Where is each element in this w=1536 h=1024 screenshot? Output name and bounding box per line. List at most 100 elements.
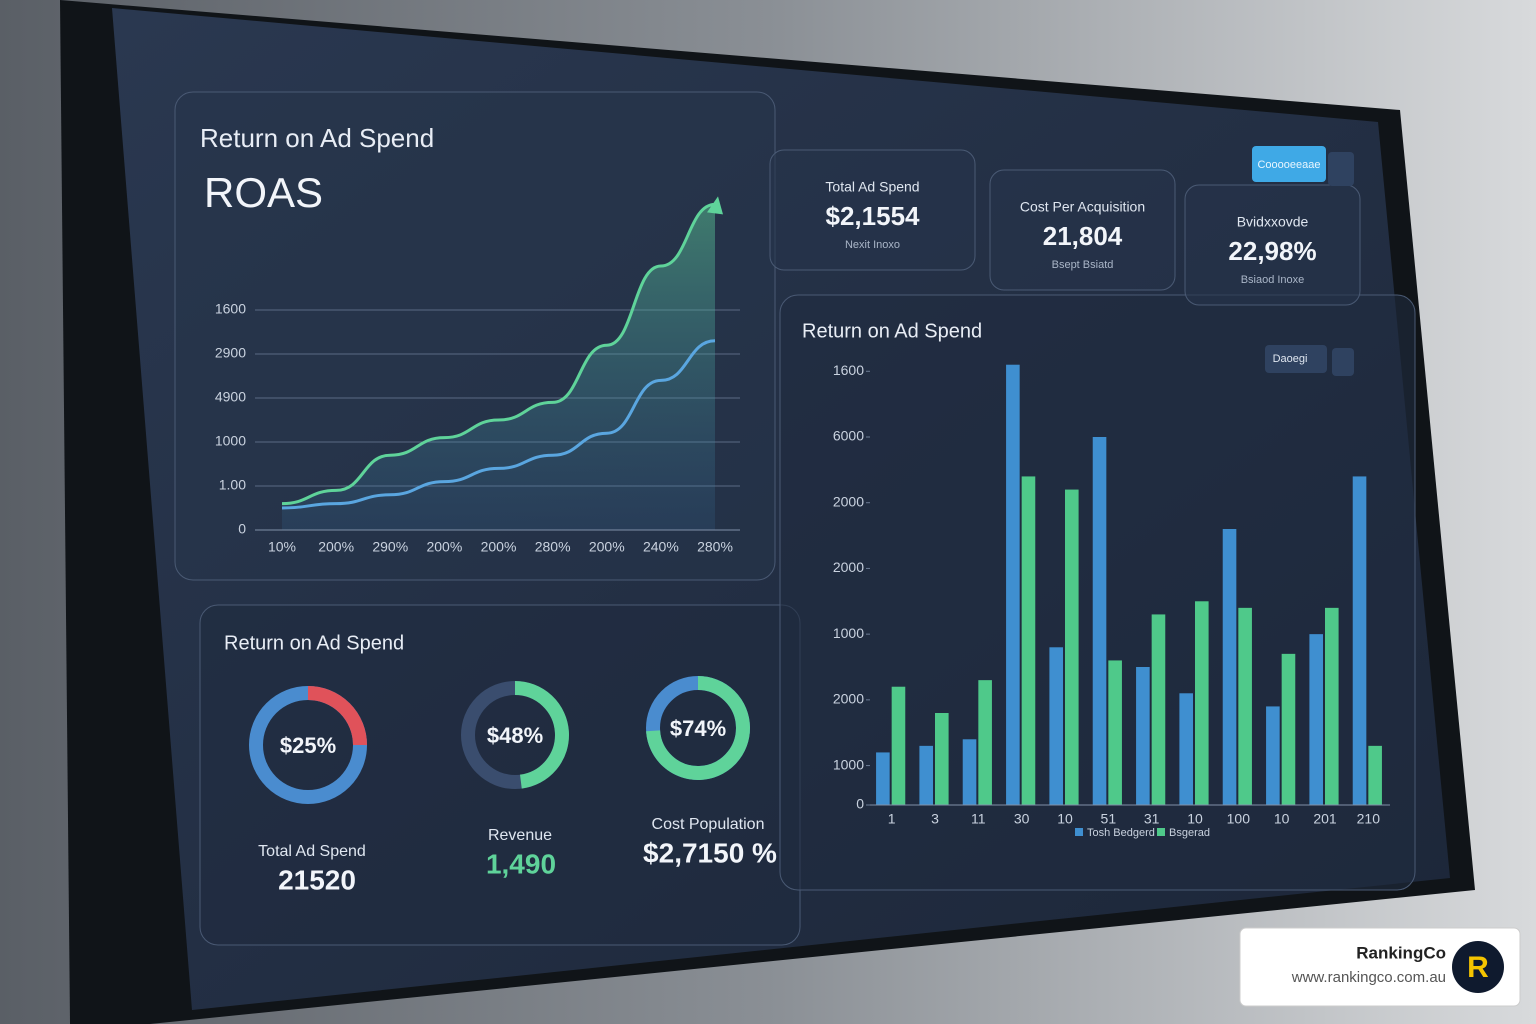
x-tick-label: 10: [1274, 811, 1290, 827]
donut-arc: [307, 686, 367, 746]
bar: [1006, 364, 1020, 805]
legend-swatch: [1075, 828, 1083, 836]
kpi-value: 22,98%: [1228, 236, 1316, 266]
bar: [1352, 476, 1367, 805]
y-tick-label: 1.00: [219, 477, 246, 493]
bar: [1309, 634, 1323, 805]
kpi-sub: Bsept Bsiatd: [1052, 259, 1114, 271]
bar: [1108, 660, 1122, 805]
x-tick-label: 100: [1227, 811, 1251, 827]
bar: [1092, 437, 1107, 805]
legend-label: Tosh Bedgerd: [1087, 827, 1155, 839]
y-tick-label: 0: [856, 796, 864, 812]
y-tick-label: 4900: [215, 389, 246, 405]
badge-logo: R: [1467, 951, 1489, 984]
donut-value: $2,7150 %: [643, 837, 777, 868]
panel-title: Return on Ad Spend: [224, 632, 404, 654]
dropdown[interactable]: [1265, 345, 1327, 373]
x-tick-label: 3: [931, 811, 939, 827]
bar: [876, 752, 890, 805]
y-tick-label: 1600: [215, 301, 246, 317]
badge: [1239, 927, 1521, 1007]
badge-url: www.rankingco.com.au: [1291, 969, 1446, 986]
bar: [1222, 529, 1237, 805]
x-tick-label: 51: [1101, 811, 1117, 827]
bar: [1179, 693, 1193, 805]
y-tick-label: 1600: [833, 362, 864, 378]
line-series: [281, 339, 716, 510]
donut-label: Total Ad Spend: [258, 843, 366, 860]
y-tick-label: 1000: [833, 756, 864, 772]
badge-name: RankingCo: [1356, 943, 1446, 962]
x-tick-label: 11: [971, 811, 986, 827]
bar: [1049, 647, 1063, 805]
y-tick-label: 0: [238, 521, 246, 537]
x-tick-label: 31: [1144, 811, 1160, 827]
donut-arc: [514, 681, 569, 789]
donut-center: $48%: [487, 723, 543, 748]
legend-label: Bsgerad: [1169, 827, 1210, 839]
y-tick-label: 2000: [833, 559, 864, 575]
y-tick-label: 2900: [215, 345, 246, 361]
bar: [1136, 667, 1150, 805]
donut-label: Revenue: [488, 827, 552, 844]
kpi-label: Total Ad Spend: [825, 179, 919, 195]
y-tick-label: 1000: [833, 625, 864, 641]
donut-value: 21520: [278, 864, 356, 895]
bar: [1325, 607, 1339, 805]
kpi-value: 21,804: [1043, 221, 1123, 251]
x-tick-label: 10%: [268, 539, 296, 555]
x-tick-label: 290%: [372, 539, 408, 555]
x-tick-label: 240%: [643, 539, 679, 555]
kpi-sub: Nexit Inoxo: [845, 239, 900, 251]
y-tick-label: 6000: [833, 428, 864, 444]
bar: [1238, 607, 1252, 805]
bar: [1065, 489, 1079, 805]
panel-heading: ROAS: [204, 169, 323, 216]
x-tick-label: 280%: [697, 539, 733, 555]
donut-value: 1,490: [486, 848, 556, 879]
x-tick-label: 210: [1357, 811, 1381, 827]
kpi-card: [769, 149, 976, 271]
bar: [1368, 745, 1382, 805]
toolbar-button-label: Cooooeeaae: [1257, 159, 1320, 171]
x-tick-label: 10: [1187, 811, 1203, 827]
line-area: [282, 204, 715, 530]
x-tick-label: 10: [1057, 811, 1073, 827]
x-tick-label: 200%: [426, 539, 462, 555]
y-tick-label: 2000: [833, 691, 864, 707]
x-tick-label: 200%: [481, 539, 517, 555]
dropdown-icon[interactable]: [1332, 348, 1354, 376]
bar: [1151, 614, 1166, 805]
kpi-card: [1184, 184, 1361, 306]
bar: [1281, 653, 1296, 805]
x-tick-label: 200%: [589, 539, 625, 555]
bar: [891, 686, 906, 805]
kpi-card: [989, 169, 1176, 291]
bar: [978, 680, 992, 805]
kpi-label: Cost Per Acquisition: [1020, 199, 1145, 215]
donut-center: $74%: [670, 716, 726, 741]
donut-label: Cost Population: [652, 816, 765, 833]
y-tick-label: 2000: [833, 493, 864, 509]
panel-title: Return on Ad Spend: [200, 123, 434, 153]
x-tick-label: 201: [1313, 811, 1337, 827]
kpi-label: Bvidxxovde: [1237, 214, 1309, 230]
bar: [1266, 706, 1280, 805]
donut-center: $25%: [280, 733, 336, 758]
x-tick-label: 280%: [535, 539, 571, 555]
bar: [962, 739, 977, 805]
toolbar-menu[interactable]: [1328, 152, 1354, 186]
x-tick-label: 1: [888, 811, 896, 827]
kpi-value: $2,1554: [826, 201, 921, 231]
dropdown-label: Daoegi: [1273, 353, 1308, 365]
x-tick-label: 30: [1014, 811, 1030, 827]
kpi-sub: Bsiaod Inoxe: [1241, 274, 1305, 286]
toolbar-button[interactable]: [1252, 146, 1326, 182]
y-tick-label: 1000: [215, 433, 246, 449]
panel-title: Return on Ad Spend: [802, 320, 982, 342]
badge-logo-circle: [1452, 941, 1504, 993]
legend-swatch: [1157, 828, 1165, 836]
